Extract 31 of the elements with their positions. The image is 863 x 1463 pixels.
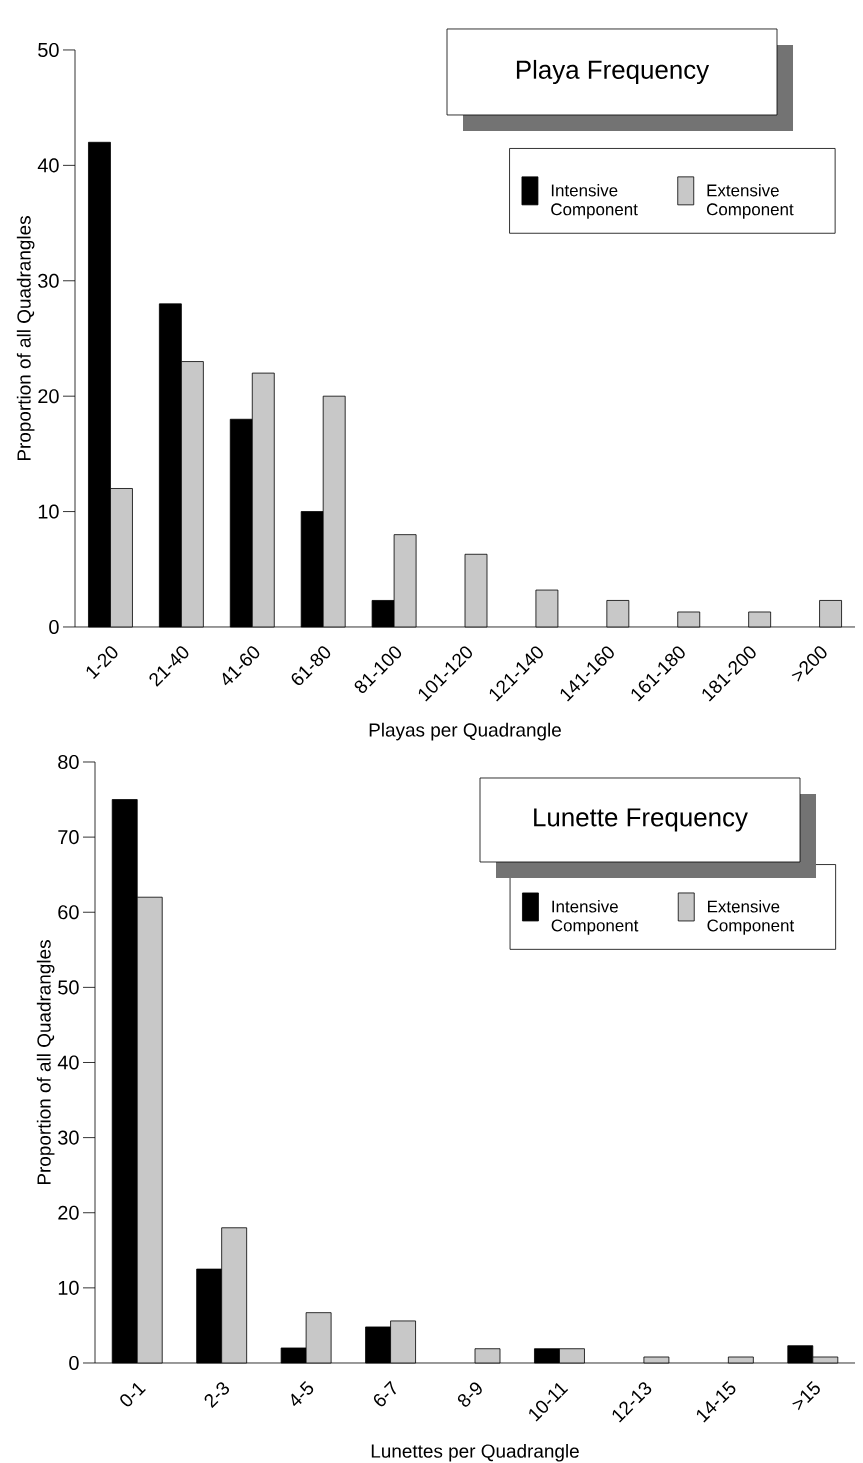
x-tick-label: 8-9: [457, 1382, 482, 1407]
y-tick-label: 50: [38, 42, 59, 58]
y-tick-label: 0: [69, 1355, 79, 1371]
legend-label: Intensive Component: [551, 900, 639, 935]
x-tick-label: 4-5: [291, 1381, 314, 1407]
chart-title: Lunette Frequency: [534, 808, 748, 832]
y-axis-title: Proportion of all Quadrangles: [16, 216, 35, 461]
x-axis-title: Lunettes per Quadrangle: [371, 1443, 579, 1462]
legend-label: Extensive Component: [707, 900, 795, 935]
y-tick-label: 30: [38, 273, 59, 288]
chart-title: Playa Frequency: [516, 59, 710, 85]
y-tick-label: 40: [37, 158, 59, 173]
x-axis-title: Playas per Quadrangle: [369, 722, 561, 741]
legend-label: Intensive Component: [551, 183, 638, 219]
y-tick-label: 60: [58, 905, 79, 920]
y-tick-label: 50: [58, 980, 79, 995]
y-tick-label: 10: [38, 504, 59, 519]
legend-label: Extensive Component: [706, 183, 794, 219]
x-tick-label: >15: [792, 1381, 820, 1411]
y-tick-label: 80: [58, 754, 79, 770]
y-tick-label: 70: [58, 830, 79, 845]
y-tick-label: 20: [58, 1205, 79, 1220]
y-tick-label: 20: [38, 389, 59, 404]
y-tick-label: 30: [58, 1130, 79, 1145]
x-tick-label: 0-1: [120, 1383, 146, 1407]
y-tick-label: 10: [58, 1280, 79, 1295]
x-tick-label: 2-3: [204, 1382, 230, 1408]
x-tick-label: 6-7: [373, 1380, 397, 1407]
y-tick-label: 40: [57, 1055, 79, 1070]
y-axis-title: Proportion of all Quadrangles: [36, 940, 55, 1185]
y-tick-label: 0: [49, 619, 59, 635]
